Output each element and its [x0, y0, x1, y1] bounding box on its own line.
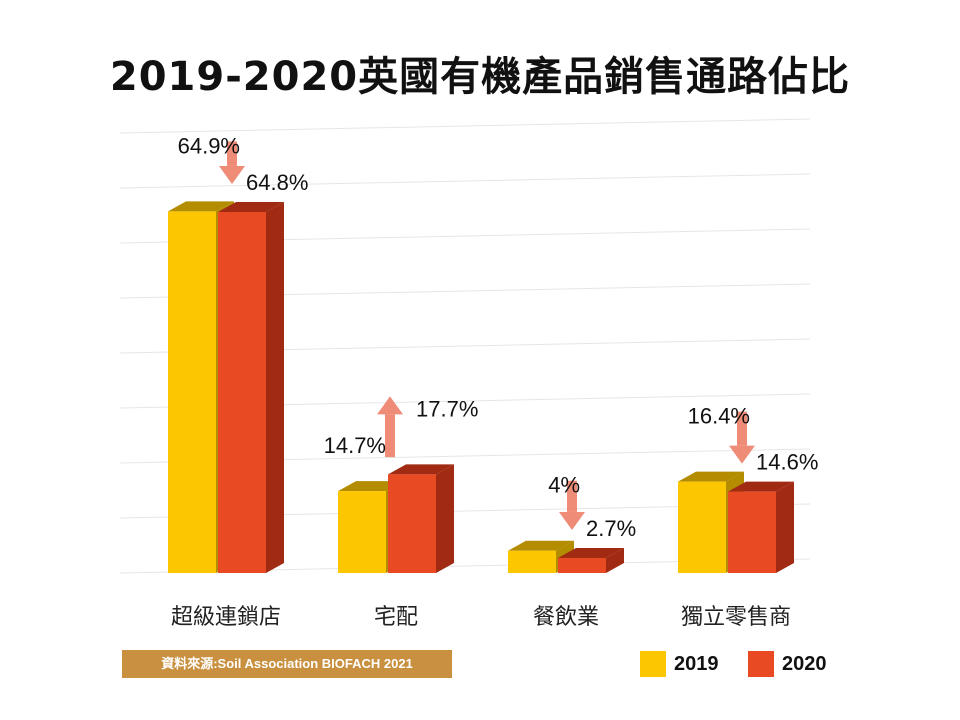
trend-arrow-1-shaft	[227, 141, 237, 166]
bar-2019-1-top	[168, 201, 234, 212]
bar-2020-2-front	[388, 474, 436, 573]
trend-arrow-1-head	[219, 165, 245, 184]
legend-label-2020: 2020	[782, 652, 827, 675]
data-label-2020-1: 64.8%	[246, 170, 308, 195]
trend-arrow-3-shaft	[567, 480, 577, 512]
bar-2019-4-top	[678, 471, 744, 482]
category-label-4: 獨立零售商	[681, 605, 791, 630]
category-label-1: 超級連鎖店	[171, 605, 281, 630]
trend-arrow-2-shaft	[385, 414, 395, 458]
legend-item-2019: 2019	[640, 650, 719, 678]
trend-arrow-1	[219, 141, 245, 184]
data-label-2019-1: 64.9%	[178, 133, 240, 158]
data-label-2019-2: 14.7%	[324, 433, 386, 458]
legend-swatch-2020	[748, 651, 774, 677]
bar-2020-4	[728, 481, 794, 573]
source-caption: 資料來源:Soil Association BIOFACH 2021	[122, 650, 452, 678]
bar-2020-3	[558, 547, 624, 573]
bar-2019-3-top	[508, 540, 574, 551]
chart-title: 2019-2020英國有機產品銷售通路佔比	[109, 54, 851, 100]
gridline	[119, 173, 811, 189]
bar-2020-3-top	[558, 547, 624, 558]
legend-label-2019: 2019	[674, 652, 719, 675]
bar-2019-2-top	[338, 481, 404, 492]
bar-2020-3-front	[558, 557, 606, 573]
data-label-2019-3: 4%	[548, 473, 580, 498]
bar-2019-1-front	[168, 211, 216, 573]
bar-2020-1-top	[218, 201, 284, 212]
trend-arrow-3-head	[559, 511, 585, 530]
trend-arrow-4-shaft	[737, 411, 747, 446]
category-label-2: 宅配	[374, 605, 418, 630]
trend-arrow-4	[729, 411, 755, 464]
legend-item-2020: 2020	[748, 650, 827, 678]
bar-2019-3-front	[508, 550, 556, 573]
bar-2020-2	[388, 464, 454, 573]
bar-2020-4-top	[728, 481, 794, 492]
bar-2020-2-top	[388, 464, 454, 475]
trend-arrow-2-head	[377, 396, 403, 415]
trend-arrow-4-head	[729, 445, 755, 464]
trend-arrow-2	[377, 396, 403, 458]
bar-2020-1-side	[266, 201, 284, 573]
bar-2020-1	[218, 201, 284, 573]
bar-2020-2-side	[436, 464, 454, 573]
data-label-2020-4: 14.6%	[756, 450, 818, 475]
bar-2020-3-side	[606, 547, 624, 573]
category-label-3: 餐飲業	[533, 605, 599, 630]
legend-swatch-2019	[640, 651, 666, 677]
data-label-2019-4: 16.4%	[688, 404, 750, 429]
gridline	[119, 118, 811, 134]
bar-2020-4-front	[728, 491, 776, 573]
bar-2019-4-front	[678, 481, 726, 573]
data-label-2020-3: 2.7%	[586, 516, 636, 541]
bar-2020-1-front	[218, 211, 266, 573]
data-label-2020-2: 17.7%	[416, 396, 478, 421]
bar-2020-4-side	[776, 481, 794, 573]
trend-arrow-3	[559, 480, 585, 530]
bar-2019-2-front	[338, 491, 386, 573]
